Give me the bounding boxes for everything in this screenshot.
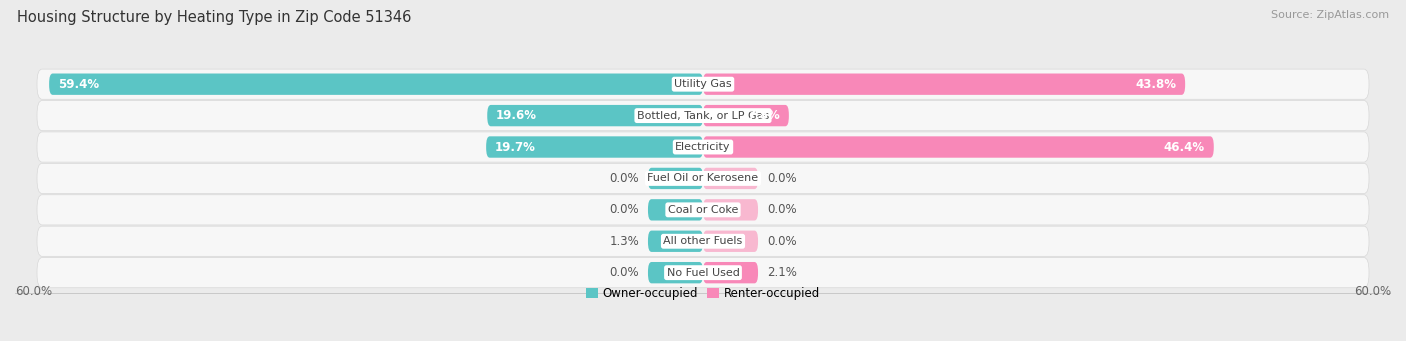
- Text: 0.0%: 0.0%: [766, 172, 796, 185]
- FancyBboxPatch shape: [37, 101, 1369, 131]
- FancyBboxPatch shape: [703, 105, 789, 126]
- FancyBboxPatch shape: [703, 74, 1185, 95]
- Text: 1.3%: 1.3%: [609, 235, 640, 248]
- FancyBboxPatch shape: [648, 231, 703, 252]
- FancyBboxPatch shape: [648, 168, 703, 189]
- Text: 0.0%: 0.0%: [766, 235, 796, 248]
- Text: 0.0%: 0.0%: [610, 172, 640, 185]
- Text: Bottled, Tank, or LP Gas: Bottled, Tank, or LP Gas: [637, 110, 769, 121]
- FancyBboxPatch shape: [49, 74, 703, 95]
- Text: 19.6%: 19.6%: [496, 109, 537, 122]
- FancyBboxPatch shape: [703, 262, 758, 283]
- FancyBboxPatch shape: [648, 199, 703, 221]
- Text: 60.0%: 60.0%: [1354, 285, 1391, 298]
- Text: 2.1%: 2.1%: [766, 266, 797, 279]
- FancyBboxPatch shape: [37, 195, 1369, 225]
- Text: 0.0%: 0.0%: [610, 266, 640, 279]
- Text: 0.0%: 0.0%: [766, 203, 796, 216]
- Text: 60.0%: 60.0%: [15, 285, 52, 298]
- Text: Fuel Oil or Kerosene: Fuel Oil or Kerosene: [647, 174, 759, 183]
- Text: 59.4%: 59.4%: [58, 78, 98, 91]
- FancyBboxPatch shape: [37, 163, 1369, 193]
- FancyBboxPatch shape: [703, 199, 758, 221]
- Text: 19.7%: 19.7%: [495, 140, 536, 153]
- FancyBboxPatch shape: [37, 257, 1369, 288]
- Legend: Owner-occupied, Renter-occupied: Owner-occupied, Renter-occupied: [581, 282, 825, 305]
- FancyBboxPatch shape: [703, 231, 758, 252]
- Text: 0.0%: 0.0%: [610, 203, 640, 216]
- FancyBboxPatch shape: [703, 168, 758, 189]
- Text: No Fuel Used: No Fuel Used: [666, 268, 740, 278]
- FancyBboxPatch shape: [648, 262, 703, 283]
- Text: Source: ZipAtlas.com: Source: ZipAtlas.com: [1271, 10, 1389, 20]
- Text: Coal or Coke: Coal or Coke: [668, 205, 738, 215]
- Text: All other Fuels: All other Fuels: [664, 236, 742, 246]
- Text: Utility Gas: Utility Gas: [675, 79, 731, 89]
- FancyBboxPatch shape: [37, 226, 1369, 256]
- FancyBboxPatch shape: [488, 105, 703, 126]
- Text: 46.4%: 46.4%: [1164, 140, 1205, 153]
- Text: 43.8%: 43.8%: [1135, 78, 1177, 91]
- Text: 7.8%: 7.8%: [748, 109, 780, 122]
- FancyBboxPatch shape: [703, 136, 1213, 158]
- FancyBboxPatch shape: [37, 132, 1369, 162]
- Text: Housing Structure by Heating Type in Zip Code 51346: Housing Structure by Heating Type in Zip…: [17, 10, 411, 25]
- FancyBboxPatch shape: [37, 69, 1369, 99]
- Text: Electricity: Electricity: [675, 142, 731, 152]
- FancyBboxPatch shape: [486, 136, 703, 158]
